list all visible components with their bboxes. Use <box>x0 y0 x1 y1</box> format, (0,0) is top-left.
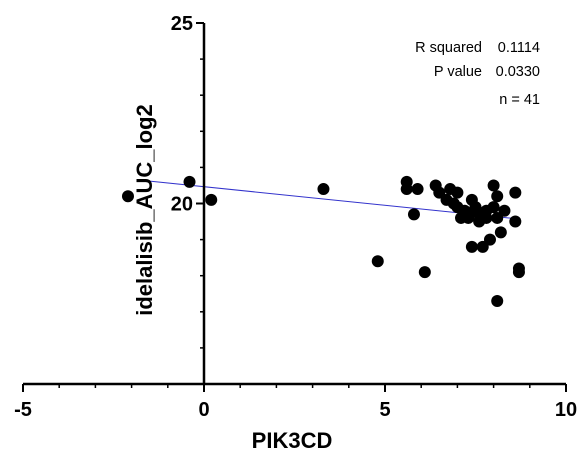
x-axis-title: PIK3CD <box>252 428 333 453</box>
data-point <box>121 190 134 203</box>
y-tick-label: 20 <box>171 194 193 216</box>
data-point <box>512 266 525 279</box>
data-point <box>407 208 420 221</box>
p-value-value: 0.0330 <box>496 64 540 80</box>
data-point <box>451 186 464 199</box>
data-point <box>465 240 478 253</box>
data-point <box>317 183 330 196</box>
regression-line <box>146 180 516 220</box>
data-point <box>498 204 511 217</box>
r-squared-value: 0.1114 <box>498 40 540 56</box>
x-tick-label: 0 <box>198 399 209 421</box>
data-point <box>509 186 522 199</box>
y-axis-title: idelalisib_AUC_log2 <box>132 104 157 316</box>
data-point <box>418 266 431 279</box>
data-point <box>371 255 384 268</box>
data-point <box>487 201 500 214</box>
data-point <box>400 183 413 196</box>
data-point <box>411 183 424 196</box>
stats-annotation: R squared 0.1114 P value 0.0330 n = 41 <box>415 40 540 108</box>
data-point <box>205 193 218 206</box>
r-squared-label: R squared <box>415 40 482 56</box>
p-value-label: P value <box>434 64 482 80</box>
y-tick-label: 25 <box>171 13 193 35</box>
plot-layer <box>121 175 525 307</box>
data-point <box>462 211 475 224</box>
data-point <box>494 226 507 239</box>
data-point <box>491 190 504 203</box>
axes-layer <box>23 23 566 386</box>
data-point <box>491 294 504 307</box>
x-tick-label: -5 <box>14 399 32 421</box>
x-tick-label: 10 <box>555 399 577 421</box>
data-point <box>487 179 500 192</box>
data-point <box>509 215 522 228</box>
data-point <box>480 211 493 224</box>
data-point <box>483 233 496 246</box>
ticks-layer: -5 0 5 10 20 25 <box>14 13 577 421</box>
x-tick-label: 5 <box>379 399 390 421</box>
data-point <box>183 175 196 188</box>
n-label: n = 41 <box>499 92 540 108</box>
